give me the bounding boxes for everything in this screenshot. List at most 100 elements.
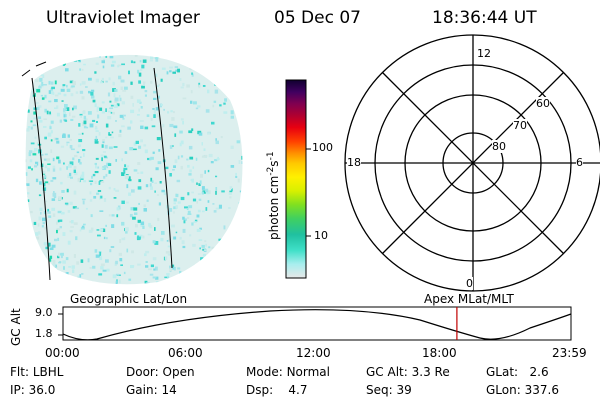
uv-speckle (124, 164, 127, 167)
uv-speckle (199, 247, 201, 250)
status-ip: IP: 36.0 (10, 383, 55, 397)
uv-speckle (169, 265, 172, 269)
uv-speckle (33, 111, 36, 115)
uv-speckle (131, 250, 134, 254)
uv-speckle (212, 203, 215, 205)
uv-speckle (110, 112, 113, 114)
uv-speckle (191, 191, 194, 194)
uv-speckle (163, 192, 167, 196)
uv-speckle (123, 86, 128, 90)
uv-speckle (95, 125, 98, 128)
uv-speckle (96, 254, 100, 258)
uv-speckle (153, 268, 156, 271)
uv-speckle (89, 199, 93, 202)
uv-speckle (25, 254, 28, 257)
uv-speckle (144, 126, 149, 130)
uv-speckle (237, 85, 241, 90)
uv-speckle (47, 208, 50, 212)
uv-speckle (108, 163, 112, 166)
unit-mid: s (267, 160, 281, 167)
uv-speckle (105, 108, 107, 112)
uv-speckle (202, 190, 206, 194)
uv-speckle (197, 60, 201, 65)
uv-speckle (121, 101, 125, 105)
uv-speckle (57, 219, 60, 223)
uv-speckle (157, 113, 159, 118)
uv-speckle (38, 119, 43, 123)
uv-speckle (35, 102, 39, 104)
uv-speckle (211, 121, 215, 125)
uv-speckle (101, 180, 105, 183)
uv-speckle (137, 114, 140, 116)
uv-speckle (188, 145, 193, 150)
uv-speckle (196, 228, 201, 232)
uv-speckle (223, 225, 226, 230)
uv-speckle (138, 108, 140, 112)
uv-speckle (40, 94, 43, 97)
uv-speckle (223, 102, 226, 105)
uv-speckle (204, 170, 206, 174)
uv-speckle (43, 242, 47, 246)
status-ip-value: 36.0 (28, 383, 56, 397)
uv-speckle (54, 238, 58, 242)
status-dsp-value: 4.7 (288, 383, 308, 397)
uv-speckle (68, 164, 72, 168)
uv-speckle (66, 143, 68, 146)
uv-speckle (177, 68, 180, 73)
uv-speckle (169, 145, 173, 149)
uv-speckle (191, 73, 194, 77)
uv-speckle (196, 201, 198, 204)
uv-speckle (237, 178, 240, 183)
uv-speckle (83, 115, 87, 120)
uv-speckle (143, 81, 146, 84)
uv-speckle (173, 125, 178, 129)
uv-speckle (175, 69, 178, 72)
uv-speckle (30, 210, 33, 214)
image-time: 18:36:44 UT (432, 8, 537, 28)
uv-speckle (144, 90, 148, 93)
uv-speckle (121, 200, 125, 204)
uv-speckle (165, 166, 169, 170)
uv-speckle (123, 271, 126, 275)
uv-speckle (164, 256, 168, 260)
uv-speckle (139, 60, 142, 63)
uv-speckle (52, 213, 56, 217)
uv-speckle (73, 254, 76, 258)
uv-speckle (135, 224, 138, 228)
uv-speckle (44, 153, 48, 156)
uv-speckle (171, 224, 175, 228)
uv-speckle (120, 79, 125, 83)
uv-speckle (110, 64, 115, 67)
uv-speckle (189, 234, 192, 237)
uv-speckle (108, 170, 111, 174)
uv-speckle (207, 169, 210, 173)
unit-exp-1: -2 (266, 166, 276, 176)
uv-speckle (42, 277, 45, 280)
uv-speckle (139, 120, 144, 122)
uv-speckle (198, 64, 201, 68)
uv-speckle (138, 80, 141, 84)
uv-speckle (166, 71, 169, 75)
uv-speckle (51, 198, 56, 201)
uv-speckle (47, 182, 50, 185)
uv-speckle (42, 173, 46, 175)
uv-speckle (102, 269, 107, 272)
uv-speckle (78, 123, 81, 127)
uv-speckle (49, 111, 51, 115)
uv-speckle (189, 156, 194, 160)
uv-speckle (134, 212, 138, 215)
uv-speckle (34, 148, 38, 152)
uv-speckle (160, 78, 163, 82)
uv-speckle (145, 184, 149, 188)
uv-speckle (89, 123, 94, 128)
uv-speckle (230, 110, 234, 115)
uv-speckle (197, 193, 201, 195)
uv-speckle (121, 63, 125, 66)
status-door: Door: Open (126, 365, 195, 379)
uv-speckle (201, 155, 206, 158)
uv-speckle (238, 232, 243, 236)
uv-speckle (190, 179, 193, 181)
uv-speckle (138, 179, 142, 183)
uv-speckle (198, 132, 203, 136)
uv-speckle (130, 95, 134, 99)
